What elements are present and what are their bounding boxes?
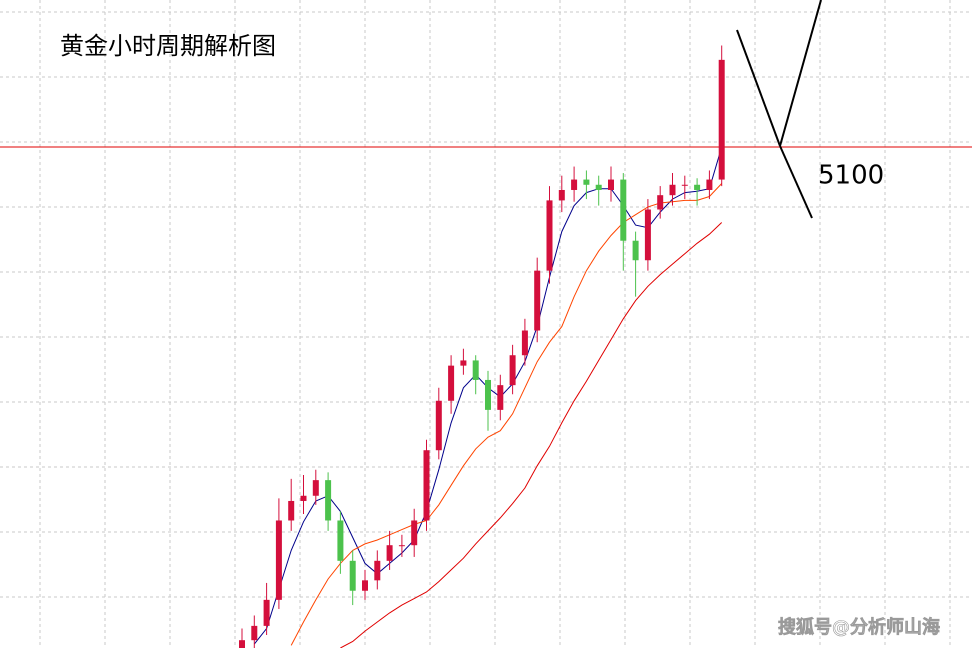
candle-body <box>521 330 528 356</box>
candle-body <box>681 184 688 186</box>
candle-body <box>325 480 332 521</box>
annotation-lines <box>736 0 822 219</box>
watermark: 搜狐号@分析师山海 <box>778 616 940 638</box>
candle-body <box>411 520 418 546</box>
candle-body <box>300 495 307 501</box>
candle-body <box>706 179 713 190</box>
candle-body <box>460 360 467 366</box>
candle-body <box>362 580 368 591</box>
annotation-line <box>779 145 813 219</box>
candle-body <box>275 520 282 600</box>
candle-body <box>546 200 553 271</box>
candle-body <box>312 480 319 496</box>
candle-body <box>398 545 405 547</box>
candle-body <box>718 59 725 180</box>
annotation-line <box>779 0 822 147</box>
ma-line <box>290 183 723 646</box>
candle-body <box>558 189 565 201</box>
candle-body <box>337 520 344 561</box>
candle-body <box>608 179 614 190</box>
candle-body <box>694 184 701 190</box>
candle-body <box>657 195 664 210</box>
candle-body <box>386 545 393 561</box>
candle-body <box>620 179 627 241</box>
candle-body <box>669 184 676 196</box>
candle-body <box>595 184 602 190</box>
candle-body <box>571 179 578 190</box>
candle-body <box>239 640 245 648</box>
candle-body <box>632 240 639 261</box>
chart-title: 黄金小时周期解析图 <box>60 32 276 60</box>
candle-body <box>251 625 258 641</box>
annotation-line <box>736 29 781 147</box>
ma-line <box>340 222 723 648</box>
level-label: 5100 <box>818 161 884 191</box>
candle-body <box>435 400 442 451</box>
candle-body <box>448 365 455 401</box>
candle-body <box>423 450 430 521</box>
candle-body <box>485 379 491 410</box>
candle-body <box>534 270 541 331</box>
candle-body <box>349 560 356 591</box>
candle-body <box>497 385 504 410</box>
candle-body <box>263 599 270 626</box>
candle-body <box>644 209 651 261</box>
candle-body <box>374 560 381 581</box>
candle-body <box>583 179 590 185</box>
candle-body <box>288 500 295 521</box>
candle-body <box>472 360 479 380</box>
candle-body <box>509 355 516 386</box>
